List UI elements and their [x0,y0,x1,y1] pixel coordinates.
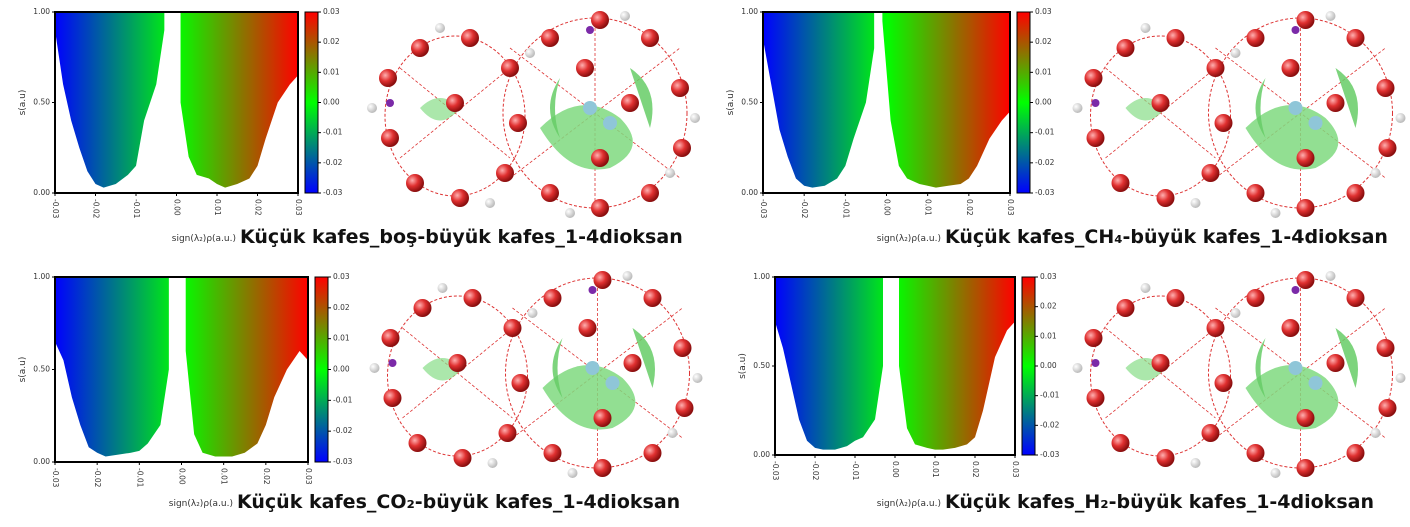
colorbar-tick-label: 0.00 [323,98,340,107]
colorbar-tick-label: 0.02 [1040,302,1057,311]
x-tick-label: 0.02 [971,461,980,478]
density-area [775,277,1015,450]
x-tick-label: 0.02 [965,199,974,216]
colorbar-tick-label: 0.01 [323,67,340,76]
caption: Küçük kafes_CH₄-büyük kafes_1-4dioksan [945,226,1388,248]
colorbar-tick-label: -0.02 [1035,158,1055,167]
x-axis-label: sign(λ₂)ρ(a.u.) [877,499,941,509]
x-tick-label: 0.00 [883,199,892,216]
x-tick-label: 0.02 [254,199,263,216]
x-tick-label: 0.01 [931,461,940,478]
colorbar-tick-label: -0.01 [333,395,353,404]
colorbar-tick-label: 0.01 [1035,67,1052,76]
molecule-image [368,270,704,479]
y-tick-label: 0.00 [741,188,758,197]
x-tick-label: 0.03 [1006,199,1015,216]
y-tick-label: 0.00 [33,188,50,197]
colorbar-tick-label: -0.02 [1040,420,1060,429]
colorbar-tick-label: 0.03 [333,272,350,281]
colorbar-tick-label: 0.01 [1040,331,1057,340]
caption: Küçük kafes_H₂-büyük kafes_1-4dioksan [945,491,1374,513]
density-area [763,12,1010,188]
colorbar-tick-label: -0.01 [1040,391,1060,400]
x-axis-label: sign(λ₂)ρ(a.u.) [877,234,941,244]
colorbar-tick-label: 0.00 [1035,98,1052,107]
y-axis-label: s(a.u) [726,90,736,116]
colorbar-tick-label: 0.02 [1035,37,1052,46]
colorbar [304,11,319,194]
colorbar [1021,276,1036,456]
colorbar-tick-label: -0.01 [1035,128,1055,137]
caption: Küçük kafes_boş-büyük kafes_1-4dioksan [240,226,683,248]
x-tick-label: 0.00 [173,199,182,216]
colorbar-tick-label: -0.03 [1035,188,1055,197]
y-axis-label: s(a.u) [18,90,28,116]
y-tick-label: 1.00 [741,7,758,16]
x-tick-label: -0.03 [759,199,768,219]
colorbar-tick-label: 0.00 [1040,361,1057,370]
x-tick-label: 0.01 [220,468,229,485]
x-tick-label: -0.02 [800,199,809,219]
colorbar [1016,11,1031,194]
x-tick-label: 0.00 [178,468,187,485]
y-tick-label: 1.00 [33,7,50,16]
colorbar-tick-label: 0.03 [1035,7,1052,16]
x-tick-label: 0.03 [294,199,303,216]
x-tick-label: 0.03 [1011,461,1020,478]
molecule-image [1071,270,1407,479]
colorbar-tick-label: -0.01 [323,128,343,137]
x-tick-label: -0.02 [811,461,820,481]
x-tick-label: -0.01 [132,199,141,219]
x-axis-label: sign(λ₂)ρ(a.u.) [172,234,236,244]
caption: Küçük kafes_CO₂-büyük kafes_1-4dioksan [237,491,680,513]
molecule-image [1071,10,1407,219]
y-axis-label: s(a.u) [18,357,28,383]
x-tick-label: 0.03 [304,468,313,485]
x-tick-label: -0.01 [841,199,850,219]
y-tick-label: 0.50 [33,98,50,107]
y-tick-label: 0.50 [741,98,758,107]
colorbar-tick-label: -0.03 [333,457,353,466]
x-tick-label: 0.01 [213,199,222,216]
y-tick-label: 0.00 [33,457,50,466]
colorbar-tick-label: 0.03 [1040,272,1057,281]
y-tick-label: 0.50 [33,365,50,374]
density-area [55,277,308,457]
colorbar-tick-label: -0.02 [323,158,343,167]
x-tick-label: -0.02 [93,468,102,488]
x-tick-label: -0.01 [135,468,144,488]
x-tick-label: -0.03 [51,199,60,219]
colorbar-tick-label: -0.02 [333,426,353,435]
colorbar-tick-label: 0.02 [323,37,340,46]
x-axis-label: sign(λ₂)ρ(a.u.) [169,499,233,509]
y-tick-label: 1.00 [753,272,770,281]
colorbar-tick-label: 0.03 [323,7,340,16]
colorbar-tick-label: -0.03 [323,188,343,197]
x-tick-label: -0.03 [51,468,60,488]
x-tick-label: 0.00 [891,461,900,478]
y-axis-label: s(a.u) [738,353,748,379]
y-tick-label: 0.50 [753,361,770,370]
y-tick-label: 1.00 [33,272,50,281]
x-tick-label: 0.02 [262,468,271,485]
x-tick-label: 0.01 [924,199,933,216]
colorbar-tick-label: 0.00 [333,365,350,374]
colorbar-tick-label: 0.01 [333,334,350,343]
colorbar-tick-label: -0.03 [1040,450,1060,459]
y-tick-label: 0.00 [753,450,770,459]
x-tick-label: -0.02 [92,199,101,219]
x-tick-label: -0.01 [851,461,860,481]
density-area [55,12,298,188]
colorbar-tick-label: 0.02 [333,303,350,312]
x-tick-label: -0.03 [771,461,780,481]
molecule-image [366,10,701,219]
colorbar [314,276,329,463]
